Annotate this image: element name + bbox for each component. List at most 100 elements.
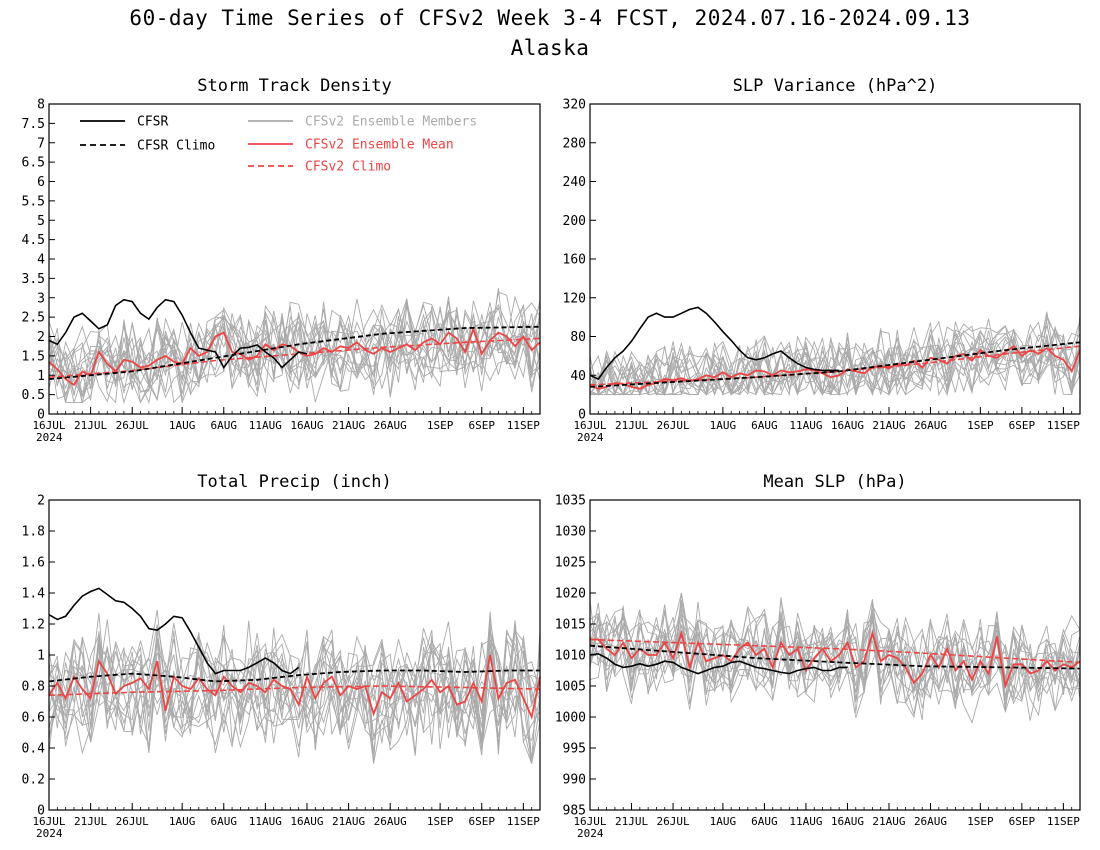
- x-tick-label: 1AUG: [710, 419, 737, 432]
- x-tick-label: 11SEP: [507, 815, 540, 828]
- x-tick-label: 1SEP: [427, 815, 454, 828]
- x-year-label: 2024: [36, 431, 63, 444]
- y-tick-label: 1.4: [22, 587, 46, 602]
- y-tick-label: 990: [563, 773, 586, 788]
- series-cfsr-climo: [48, 325, 541, 380]
- series-cfsr: [48, 587, 300, 675]
- y-tick-label: 1000: [555, 711, 586, 726]
- x-tick-label: 21AUG: [872, 419, 905, 432]
- panel-title: Mean SLP (hPa): [763, 472, 906, 492]
- y-tick-label: 8: [37, 98, 45, 113]
- y-tick-label: 3.5: [22, 272, 45, 287]
- legend-label: CFSv2 Climo: [305, 160, 391, 175]
- y-tick-label: 280: [563, 136, 586, 151]
- x-tick-label: 1SEP: [427, 419, 454, 432]
- ensemble-members: [589, 311, 1081, 397]
- series-cfsv2-ensemble-mean: [48, 326, 541, 387]
- y-tick-label: 1: [37, 369, 45, 384]
- ensemble-member-line: [48, 618, 541, 764]
- legend: CFSR CFSR Climo CFSv2 Ensemble Members CFSv…: [80, 115, 477, 175]
- series-cfsr: [589, 306, 840, 381]
- x-tick-label: 26JUL: [656, 815, 689, 828]
- ensemble-member-line: [589, 314, 1081, 397]
- x-tick-label: 11AUG: [789, 419, 822, 432]
- series-cfsr: [589, 652, 848, 675]
- x-tick-label: 6SEP: [1009, 815, 1036, 828]
- y-tick-label: 1.8: [22, 525, 45, 540]
- x-tick-label: 16JUL: [573, 815, 606, 828]
- x-tick-label: 6SEP: [468, 419, 495, 432]
- legend-label: CFSR: [137, 115, 168, 130]
- legend-label: CFSR Climo: [137, 139, 215, 154]
- panel-title: Storm Track Density: [197, 76, 391, 96]
- plot-frame: [48, 103, 541, 415]
- x-tick-label: 6AUG: [211, 815, 238, 828]
- y-tick-label: 1025: [555, 556, 586, 571]
- x-year-label: 2024: [36, 827, 63, 840]
- y-tick-label: 1: [37, 649, 45, 664]
- y-tick-label: 0.2: [22, 773, 45, 788]
- x-tick-label: 21AUG: [332, 419, 365, 432]
- y-tick-label: 3: [37, 291, 45, 306]
- x-tick-label: 26AUG: [374, 419, 407, 432]
- x-tick-label: 21JUL: [615, 815, 648, 828]
- x-tick-label: 1SEP: [967, 419, 994, 432]
- series-cfsr-climo: [48, 669, 540, 683]
- x-tick-label: 1AUG: [710, 815, 737, 828]
- y-tick-label: 1010: [555, 649, 586, 664]
- y-tick-label: 2: [37, 494, 45, 509]
- x-tick-label: 11AUG: [249, 419, 282, 432]
- y-tick-label: 120: [563, 291, 586, 306]
- x-tick-label: 1AUG: [169, 815, 196, 828]
- x-tick-label: 26AUG: [914, 815, 947, 828]
- figure-title: 60-day Time Series of CFSv2 Week 3-4 FCS…: [129, 6, 971, 30]
- ensemble-member-line: [48, 623, 541, 764]
- ensemble-member-line: [48, 620, 541, 764]
- x-tick-label: 16AUG: [290, 419, 323, 432]
- y-tick-label: 0.8: [22, 680, 45, 695]
- ensemble-member-line: [48, 629, 541, 764]
- x-tick-label: 26JUL: [656, 419, 689, 432]
- x-tick-label: 6AUG: [751, 419, 778, 432]
- y-tick-label: 5.5: [22, 194, 45, 209]
- ensemble-members: [48, 288, 541, 405]
- ensemble-member-line: [48, 291, 541, 398]
- series-cfsv2-ensemble-mean: [48, 654, 541, 720]
- x-tick-label: 1SEP: [967, 815, 994, 828]
- ensemble-member-line: [589, 338, 1081, 397]
- x-tick-label: 16JUL: [573, 419, 606, 432]
- y-tick-label: 6: [37, 175, 45, 190]
- x-tick-label: 26JUL: [116, 815, 149, 828]
- x-tick-label: 11SEP: [1047, 815, 1080, 828]
- y-tick-label: 1005: [555, 680, 586, 695]
- y-tick-label: 80: [570, 330, 586, 345]
- x-tick-label: 26AUG: [914, 419, 947, 432]
- ensemble-member-line: [48, 633, 541, 756]
- x-tick-label: 6SEP: [1009, 419, 1036, 432]
- y-tick-label: 1.5: [22, 349, 45, 364]
- x-tick-label: 11AUG: [789, 815, 822, 828]
- x-tick-label: 21AUG: [332, 815, 365, 828]
- y-tick-label: 1.6: [22, 556, 45, 571]
- y-tick-label: 1030: [555, 525, 586, 540]
- panel-2: Total Precip (inch) 0 0.2 0.4 0.6 0.8 1 1.2 1.4 1…: [22, 472, 541, 840]
- legend-label: CFSv2 Ensemble Members: [305, 115, 477, 130]
- y-tick-label: 0.4: [22, 742, 46, 757]
- y-tick-label: 1015: [555, 618, 586, 633]
- y-tick-label: 2: [37, 330, 45, 345]
- ensemble-member-line: [48, 296, 541, 405]
- x-tick-label: 6SEP: [468, 815, 495, 828]
- x-tick-label: 11SEP: [1047, 419, 1080, 432]
- x-tick-label: 11SEP: [507, 419, 540, 432]
- x-tick-label: 26AUG: [374, 815, 407, 828]
- series-cfsv2-climo: [589, 638, 1081, 664]
- y-tick-label: 5: [37, 214, 45, 229]
- ensemble-member-line: [590, 320, 1081, 397]
- series-cfsr-climo: [589, 341, 1081, 388]
- series-cfsv2-ensemble-mean: [589, 344, 1081, 390]
- ensemble-member-line: [48, 628, 541, 739]
- x-tick-label: 26JUL: [116, 419, 149, 432]
- panel-1: SLP Variance (hPa^2) 0 40 80 120 160 200 240 280…: [563, 76, 1081, 444]
